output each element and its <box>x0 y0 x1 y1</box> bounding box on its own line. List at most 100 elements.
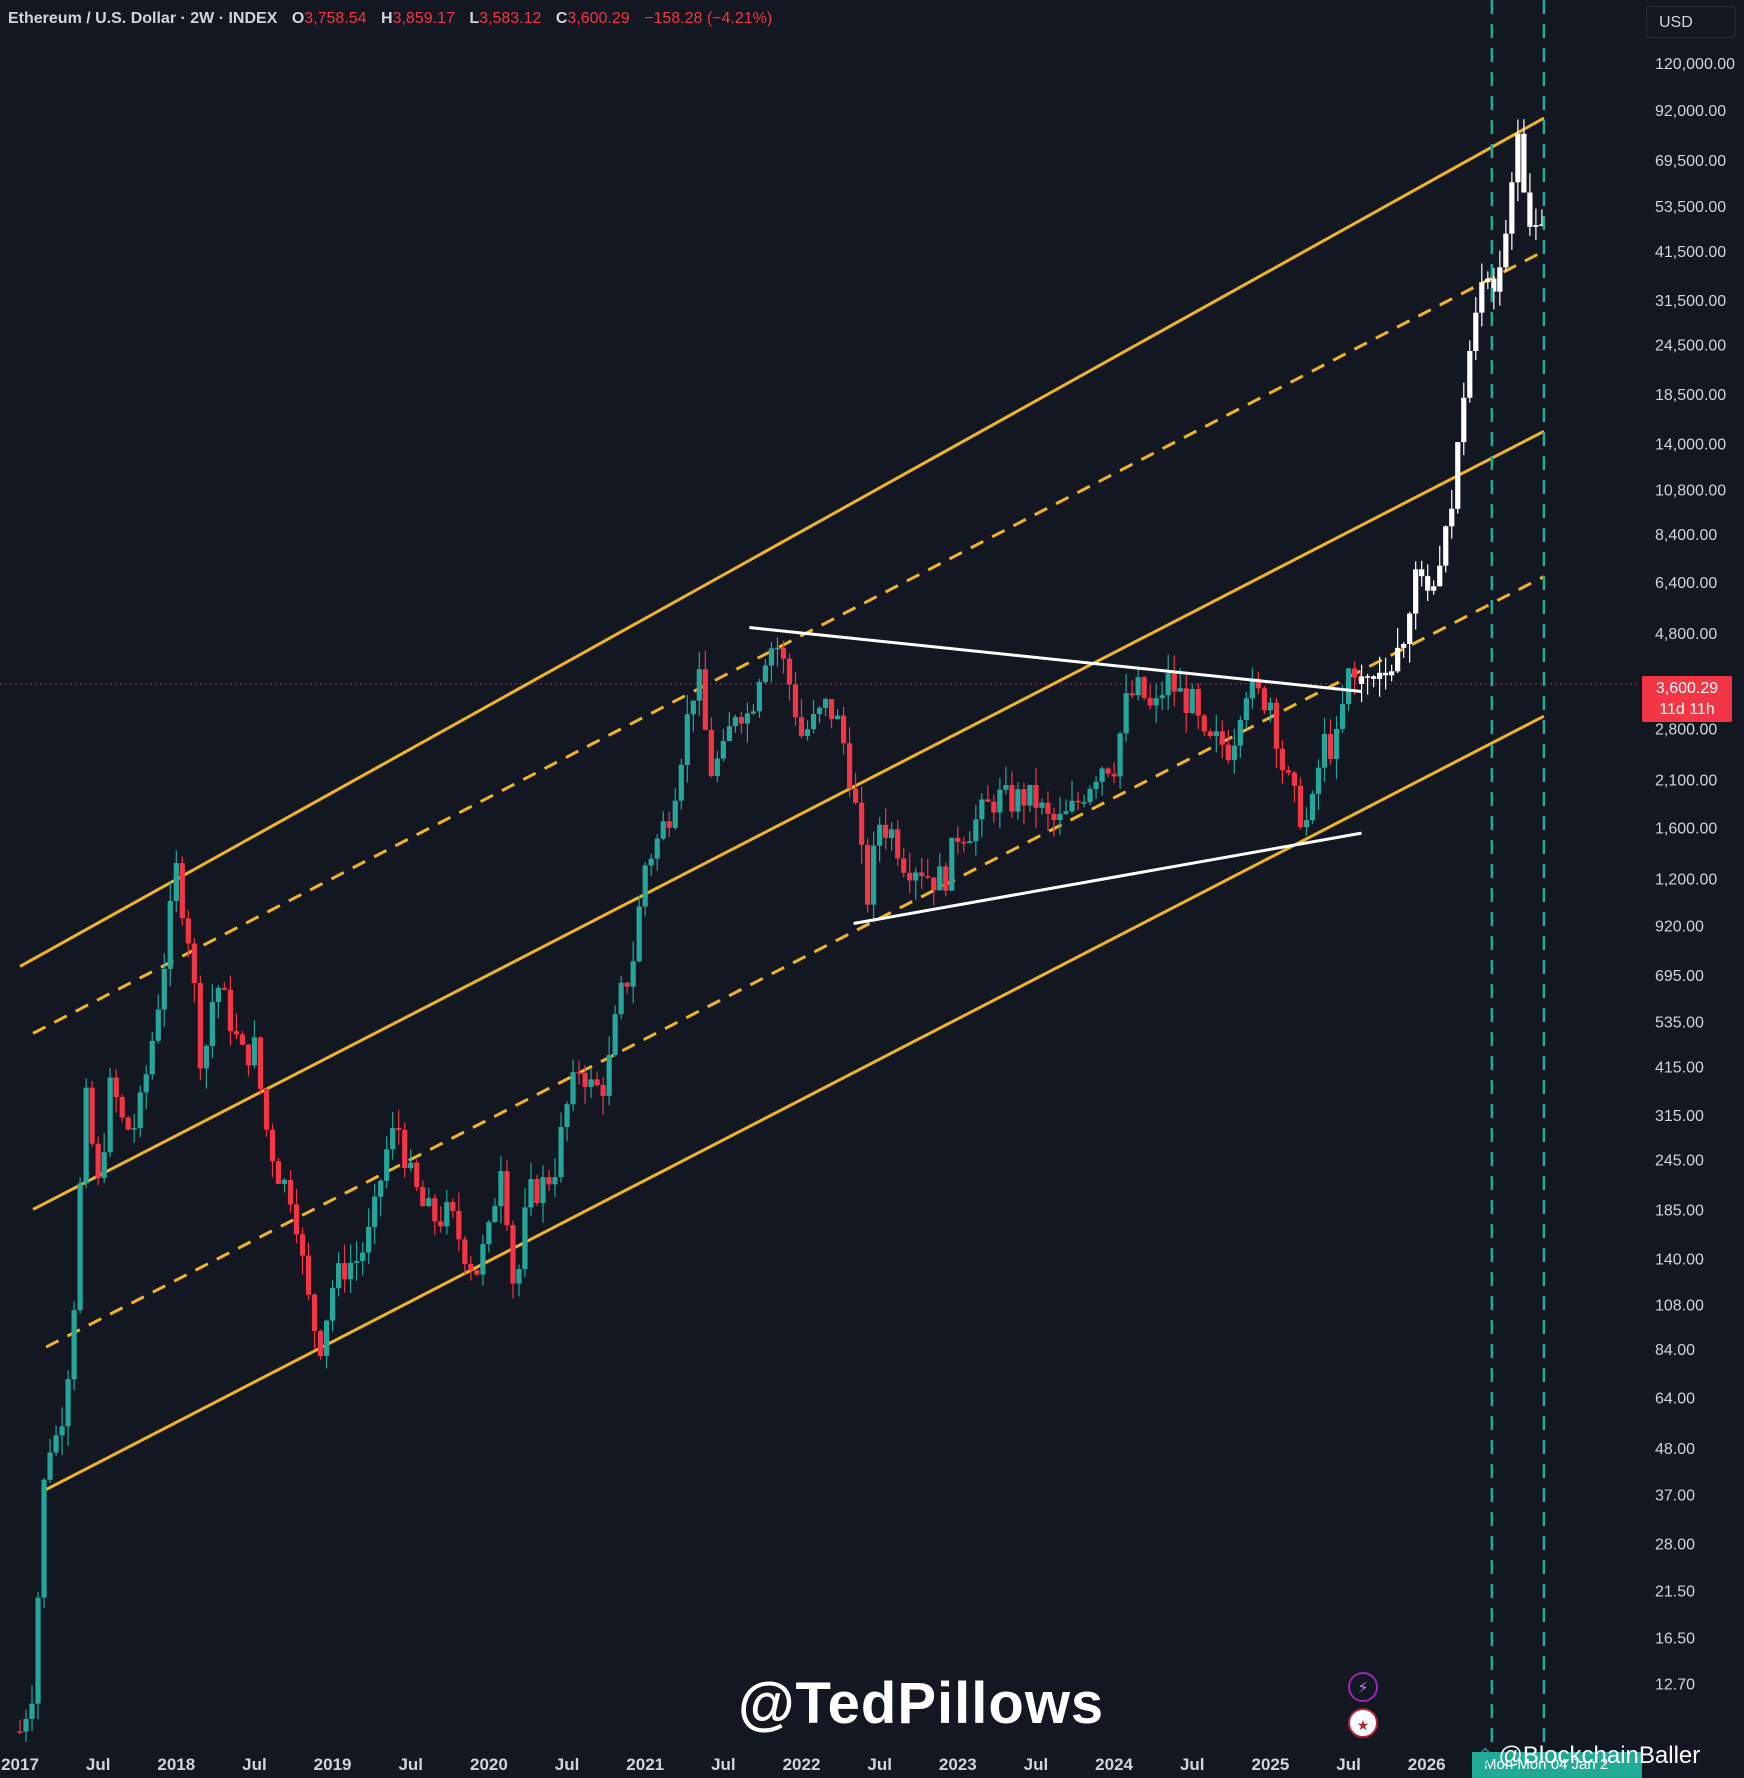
candle[interactable] <box>1123 693 1129 734</box>
candle[interactable] <box>937 866 943 891</box>
candle[interactable] <box>720 741 726 759</box>
candle[interactable] <box>925 875 931 878</box>
candle[interactable] <box>257 1037 264 1089</box>
candle[interactable] <box>245 1044 252 1066</box>
channel-line-upper-mid[interactable] <box>32 249 1545 1035</box>
triangle-line-support[interactable] <box>853 831 1362 926</box>
candle[interactable] <box>883 824 889 838</box>
candle[interactable] <box>510 1225 516 1284</box>
candle[interactable] <box>1333 728 1340 759</box>
candle[interactable] <box>167 900 173 969</box>
candle[interactable] <box>666 821 672 828</box>
candle[interactable] <box>366 1226 372 1253</box>
candle[interactable] <box>83 1087 89 1184</box>
candle[interactable] <box>408 1162 414 1168</box>
candle[interactable] <box>1165 673 1171 696</box>
candle[interactable] <box>834 715 841 720</box>
candle[interactable] <box>191 943 197 984</box>
projection-candle[interactable] <box>1358 676 1365 684</box>
candle[interactable] <box>624 982 630 987</box>
candle[interactable] <box>420 1187 426 1207</box>
candle[interactable] <box>1099 768 1105 782</box>
candle[interactable] <box>780 647 787 659</box>
candle[interactable] <box>275 1161 282 1185</box>
candle[interactable] <box>564 1104 570 1127</box>
candle[interactable] <box>468 1263 474 1271</box>
candle[interactable] <box>1003 785 1009 790</box>
projection-candle[interactable] <box>1419 569 1425 577</box>
candle[interactable] <box>1303 820 1310 828</box>
candle[interactable] <box>949 837 955 891</box>
candle[interactable] <box>41 1479 47 1598</box>
candle[interactable] <box>828 699 835 720</box>
candle[interactable] <box>293 1204 300 1235</box>
candle[interactable] <box>330 1287 336 1321</box>
candle[interactable] <box>889 829 895 838</box>
candle[interactable] <box>961 842 967 844</box>
projection-candle[interactable] <box>1377 672 1383 679</box>
candle[interactable] <box>696 669 702 701</box>
candle[interactable] <box>143 1074 149 1093</box>
candle[interactable] <box>612 1014 618 1056</box>
candle[interactable] <box>137 1092 143 1129</box>
projection-candle[interactable] <box>1461 397 1467 443</box>
candle[interactable] <box>1033 784 1039 808</box>
candle[interactable] <box>1351 668 1358 678</box>
candle[interactable] <box>1339 704 1346 729</box>
channel-line-lower-mid[interactable] <box>45 575 1545 1349</box>
candle[interactable] <box>558 1126 564 1178</box>
candle[interactable] <box>131 1128 137 1130</box>
projection-candle[interactable] <box>1485 278 1491 283</box>
candle[interactable] <box>1291 772 1298 786</box>
channel-line-upper[interactable] <box>19 116 1545 968</box>
candle[interactable] <box>209 1002 215 1046</box>
candle[interactable] <box>1045 802 1051 814</box>
candle[interactable] <box>1189 689 1195 714</box>
candle[interactable] <box>1075 800 1081 803</box>
candle[interactable] <box>804 729 811 737</box>
candle[interactable] <box>263 1088 270 1130</box>
candle[interactable] <box>1147 697 1153 706</box>
candle[interactable] <box>708 729 714 777</box>
candle[interactable] <box>859 802 865 845</box>
candle[interactable] <box>1183 688 1189 714</box>
projection-candle[interactable] <box>1389 671 1395 676</box>
candle[interactable] <box>678 764 684 801</box>
candle[interactable] <box>119 1097 125 1118</box>
projection-candle[interactable] <box>1437 565 1443 587</box>
candle[interactable] <box>233 1031 240 1035</box>
candle[interactable] <box>354 1261 360 1263</box>
candle[interactable] <box>336 1263 342 1288</box>
candle[interactable] <box>414 1162 420 1188</box>
candle[interactable] <box>173 863 179 901</box>
candle[interactable] <box>744 713 750 724</box>
currency-selector[interactable]: USD <box>1646 6 1736 38</box>
candle[interactable] <box>1225 744 1231 761</box>
candle[interactable] <box>895 829 901 859</box>
candle[interactable] <box>1093 781 1099 789</box>
candle[interactable] <box>1255 678 1261 689</box>
candle[interactable] <box>871 845 877 905</box>
triangle-line-resistance[interactable] <box>749 626 1362 693</box>
candle[interactable] <box>474 1270 480 1275</box>
candle[interactable] <box>792 684 799 718</box>
candle[interactable] <box>426 1198 432 1207</box>
candle[interactable] <box>155 1009 161 1041</box>
candle[interactable] <box>1237 719 1243 746</box>
candle[interactable] <box>65 1379 71 1427</box>
candle[interactable] <box>323 1320 330 1356</box>
projection-candle[interactable] <box>1521 133 1527 193</box>
channel-line-middle[interactable] <box>32 429 1545 1211</box>
candle[interactable] <box>305 1255 312 1295</box>
candle[interactable] <box>498 1171 504 1207</box>
candle[interactable] <box>1057 813 1063 821</box>
candle[interactable] <box>600 1085 606 1096</box>
candle[interactable] <box>227 989 234 1032</box>
candle[interactable] <box>23 1718 29 1732</box>
candle[interactable] <box>1135 677 1141 696</box>
candle[interactable] <box>360 1252 366 1262</box>
projection-candle[interactable] <box>1509 182 1515 234</box>
candle[interactable] <box>672 800 678 828</box>
candle[interactable] <box>636 906 642 962</box>
